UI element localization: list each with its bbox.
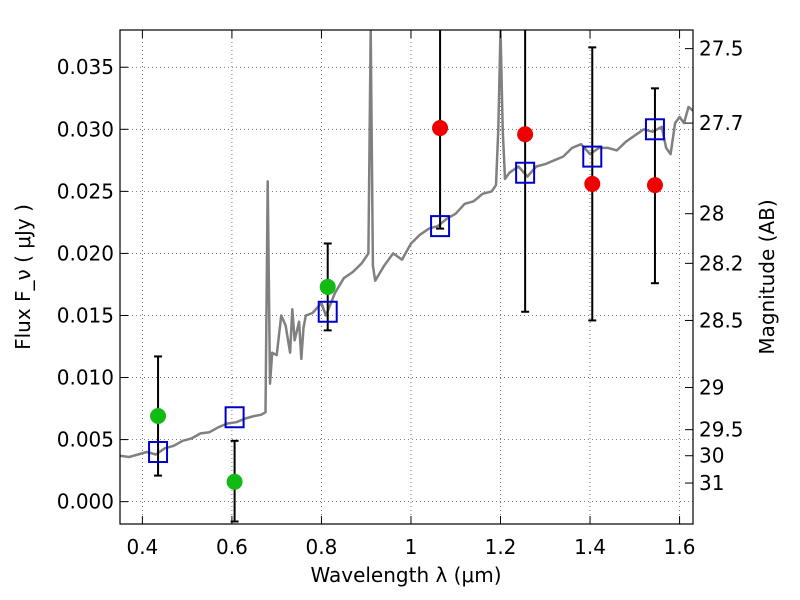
template-spectrum-line: [120, 30, 693, 459]
axis-ticks: [120, 30, 693, 524]
model-flux-square: [148, 441, 169, 464]
model-flux-square: [582, 145, 603, 168]
x-tick-label: 1: [405, 535, 418, 559]
x-axis-title: Wavelength λ (μm): [310, 563, 501, 587]
model-flux-square: [644, 118, 665, 141]
right-tick-label: 27.5: [699, 37, 744, 61]
x-tick-label: 0.4: [126, 535, 158, 559]
y-tick-label: 0.010: [57, 366, 114, 390]
model-flux-square: [317, 300, 338, 323]
right-tick-label: 28.2: [699, 251, 744, 275]
model-flux-square: [224, 406, 245, 429]
right-tick-label: 28: [699, 202, 724, 226]
observed-point-green: [319, 278, 336, 295]
tick-labels: 0.4 0.6 0.8 1 1.2 1.4 1.6 0.000 0.005 0.010 0.015 0…: [57, 37, 744, 559]
y-tick-label: 0.005: [57, 428, 114, 452]
observed-point-green: [226, 473, 243, 490]
x-tick-label: 1.4: [574, 535, 606, 559]
y-tick-label: 0.030: [57, 117, 114, 141]
y-tick-label: 0.015: [57, 303, 114, 327]
y-tick-label: 0.020: [57, 241, 114, 265]
observed-point-red: [646, 177, 663, 194]
right-axis-title: Magnitude (AB): [755, 199, 779, 354]
observed-point-red: [584, 175, 601, 192]
x-tick-label: 0.6: [216, 535, 248, 559]
plot-background: [120, 30, 693, 524]
x-tick-label: 1.6: [664, 535, 696, 559]
model-flux-square: [515, 161, 536, 184]
observed-point-red: [432, 120, 449, 137]
y-tick-label: 0.000: [57, 490, 114, 514]
right-tick-label: 27.7: [699, 111, 744, 135]
right-tick-label: 29.5: [699, 418, 744, 442]
x-tick-label: 1.2: [485, 535, 517, 559]
right-tick-label: 30: [699, 444, 724, 468]
plot-data: [120, 30, 693, 523]
observed-point-green: [150, 408, 167, 425]
right-tick-label: 29: [699, 375, 724, 399]
right-tick-label: 31: [699, 471, 724, 495]
plot-frame: [119, 29, 694, 525]
y-axis-title: Flux F_ν ( μJy ): [11, 204, 35, 350]
y-tick-label: 0.025: [57, 179, 114, 203]
right-tick-label: 28.5: [699, 308, 744, 332]
x-tick-label: 0.8: [306, 535, 338, 559]
y-tick-label: 0.035: [57, 55, 114, 79]
model-flux-square: [430, 215, 451, 238]
observed-point-red: [517, 126, 534, 143]
